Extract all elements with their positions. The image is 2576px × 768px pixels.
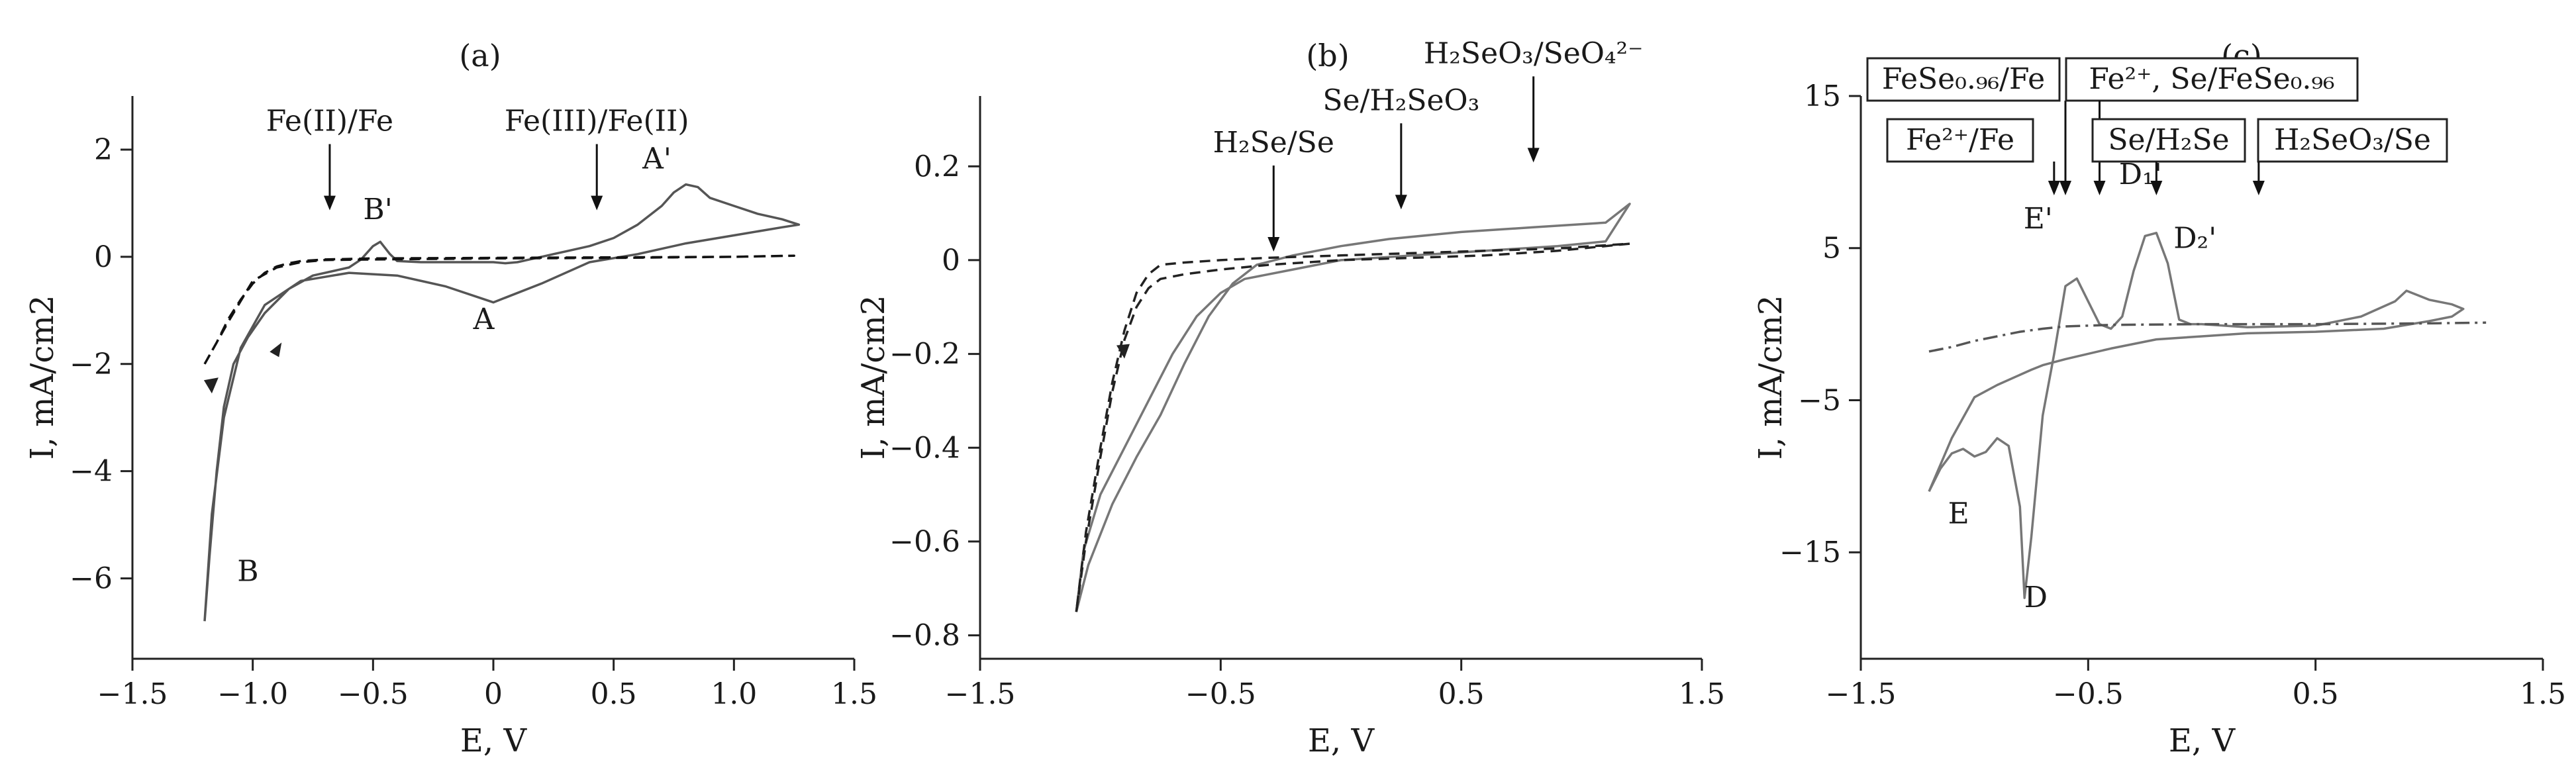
annotation: B': [363, 193, 392, 226]
y-tick-label: 0.2: [914, 150, 960, 183]
sweep-arrow-down: [203, 377, 219, 394]
label-box: [1886, 118, 2034, 163]
label-box: [2257, 118, 2448, 163]
annotation: A': [642, 142, 671, 175]
y-tick-label: −0.2: [889, 338, 960, 371]
annotation: D: [2024, 581, 2048, 614]
annotation: B: [237, 555, 258, 589]
x-tick-label: 0.5: [2293, 677, 2339, 711]
y-tick-label: −4: [70, 455, 113, 489]
annotation: Se/H₂SeO₃: [1322, 83, 1479, 117]
panel-a: (a) −1.5 −1.0 −0.5 0 0.5 1.0 1.5 −6 −4 −2 0 2 E, V I, …: [24, 38, 877, 759]
x-tick-label: 0: [484, 677, 503, 711]
annotation: Fe(III)/Fe(II): [505, 105, 689, 138]
label-box: [1866, 57, 2061, 102]
y-axis-label: I, mA/cm2: [1752, 295, 1789, 460]
annotation: Fe(II)/Fe: [266, 105, 393, 138]
boxed-label: Fe²⁺, Se/FeSe₀.₉₆: [2089, 62, 2334, 96]
annotation: E: [1948, 497, 1969, 531]
y-tick-label: −0.8: [889, 619, 960, 653]
y-tick-label: 15: [1804, 79, 1841, 113]
series-line-dashed: [203, 254, 795, 365]
y-tick-label: −5: [1798, 383, 1841, 417]
arrow-head: [591, 195, 603, 211]
x-tick-label: −1.5: [97, 677, 168, 711]
y-tick-label: 2: [94, 133, 113, 167]
x-axis-label: E, V: [2169, 722, 2236, 759]
annotation: E': [2024, 202, 2053, 236]
x-tick-label: −0.5: [1185, 677, 1256, 711]
arrow-head: [2150, 181, 2163, 195]
y-tick-label: 0: [942, 244, 960, 277]
panel-label: (a): [459, 38, 501, 73]
arrow-head: [1395, 195, 1407, 210]
sweep-arrow-up: [270, 342, 282, 358]
y-axis-label: I, mA/cm2: [24, 295, 61, 460]
arrow-head: [2059, 181, 2071, 195]
x-tick-label: 0.5: [591, 677, 637, 711]
boxed-label: FeSe₀.₉₆/Fe: [1882, 62, 2045, 96]
sweep-arrow: [1116, 344, 1130, 359]
x-axis-label: E, V: [460, 722, 528, 759]
x-tick-label: −1.0: [217, 677, 288, 711]
x-tick-label: −0.5: [2053, 677, 2124, 711]
x-tick-label: 1.5: [2520, 677, 2566, 711]
arrow-head: [2048, 181, 2060, 195]
x-tick-label: 1.0: [711, 677, 757, 711]
x-tick-label: −1.5: [1826, 677, 1897, 711]
y-tick-label: −6: [70, 562, 113, 596]
boxed-label: H₂SeO₃/Se: [2274, 123, 2431, 157]
arrow-head: [1267, 237, 1280, 252]
x-tick-label: 1.5: [831, 677, 877, 711]
y-tick-label: 0: [94, 240, 113, 274]
annotation: H₂SeO₃/SeO₄²⁻: [1424, 36, 1643, 70]
arrow-head: [1527, 148, 1540, 163]
x-tick-label: −0.5: [338, 677, 409, 711]
y-tick-label: −0.6: [889, 525, 960, 559]
x-tick-label: 0.5: [1438, 677, 1485, 711]
label-box: [2065, 57, 2359, 102]
series-line-solid: [1928, 232, 2465, 599]
annotation: A: [473, 303, 495, 336]
y-tick-label: −0.4: [889, 431, 960, 465]
arrow-head: [2093, 181, 2106, 195]
series-line-solid: [203, 183, 801, 622]
panel-b: (b) −1.5 −0.5 0.5 1.5 −0.8 −0.6 −0.4 −0.2 0 0.2 E, …: [855, 36, 1725, 759]
annotation: D₂': [2173, 222, 2216, 256]
x-axis-label: E, V: [1308, 722, 1375, 759]
panel-label: (b): [1306, 38, 1349, 73]
boxed-label: Se/H₂Se: [2108, 123, 2229, 157]
arrow-head: [323, 195, 336, 211]
arrow-head: [2252, 181, 2265, 195]
y-tick-label: −2: [70, 348, 113, 381]
x-tick-label: −1.5: [945, 677, 1016, 711]
boxed-label: Fe²⁺/Fe: [1906, 123, 2014, 157]
series-line-solid: [1075, 203, 1631, 612]
y-tick-label: −15: [1779, 536, 1841, 569]
annotation: H₂Se/Se: [1213, 126, 1334, 160]
y-tick-label: 5: [1822, 232, 1841, 265]
label-box: [2091, 118, 2246, 163]
x-tick-label: 1.5: [1679, 677, 1725, 711]
y-axis-label: I, mA/cm2: [855, 295, 892, 460]
series-line-dashed: [1075, 242, 1631, 612]
